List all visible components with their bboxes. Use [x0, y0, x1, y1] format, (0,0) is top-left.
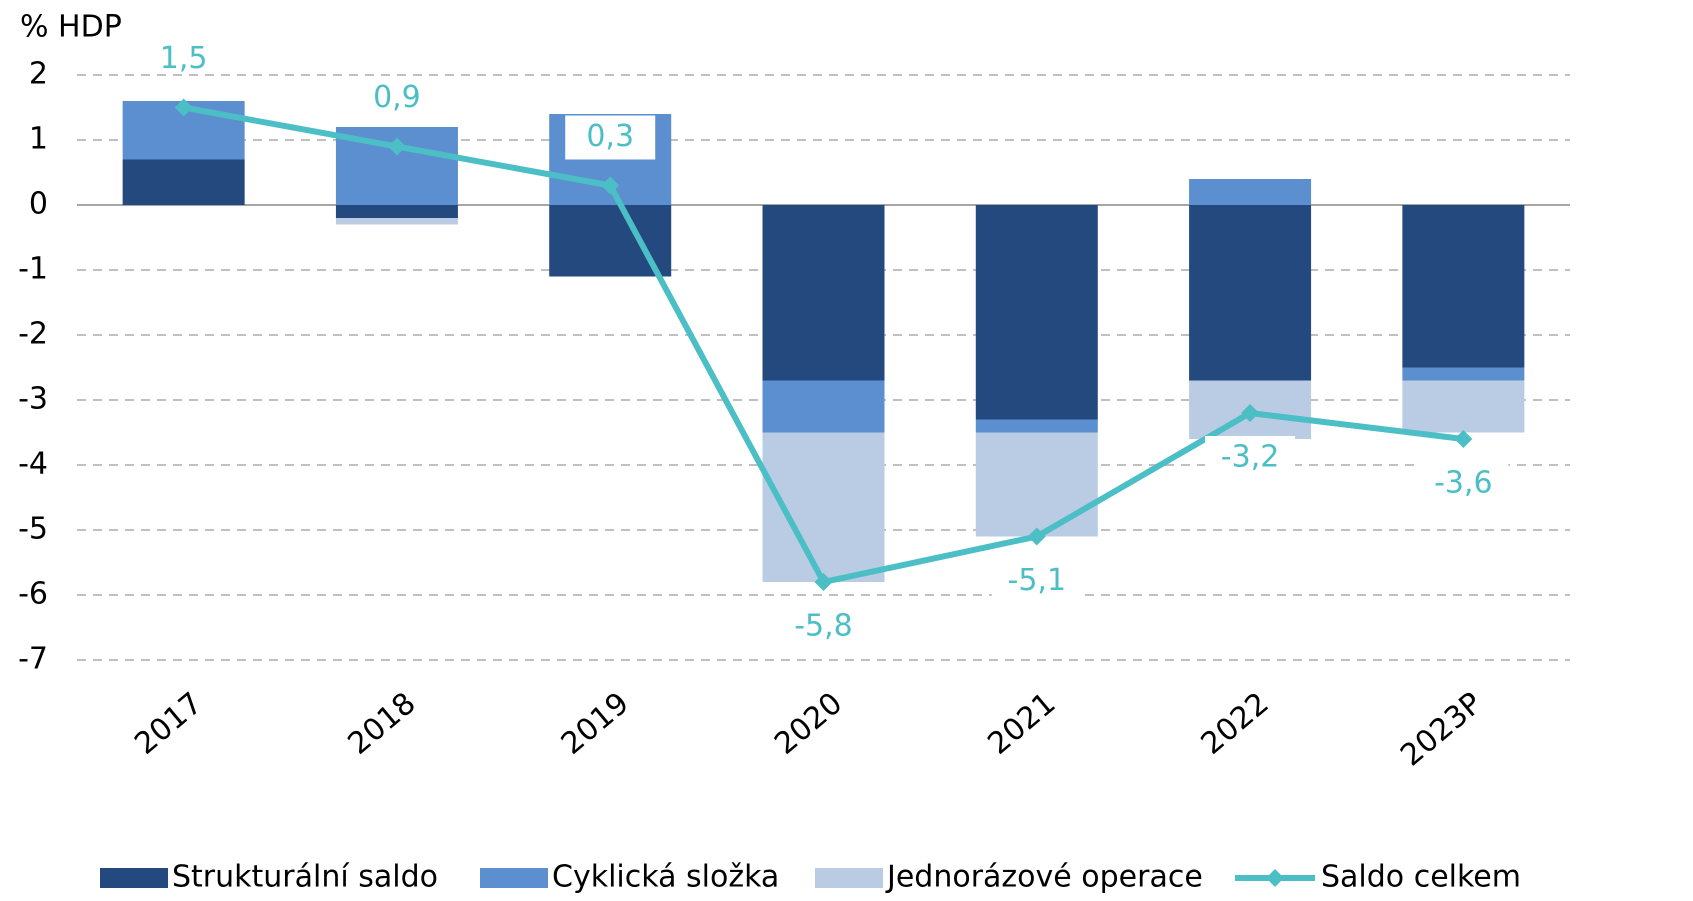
y-tick-label: -2 — [18, 317, 48, 352]
y-tick-label: -1 — [18, 252, 48, 287]
bar-segment — [975, 419, 1098, 433]
bar-segment — [762, 205, 885, 381]
label-bg — [778, 605, 869, 649]
marker — [1241, 404, 1260, 422]
bar-segment — [762, 380, 885, 433]
x-tick-label: 2018 — [342, 686, 423, 762]
y-tick-label: -7 — [18, 642, 48, 677]
label-bg — [565, 115, 656, 160]
marker — [814, 573, 833, 591]
legend-swatch — [1266, 869, 1284, 887]
bar-segment — [122, 159, 245, 205]
label-bg — [1205, 436, 1296, 480]
y-axis-label: % HDP — [20, 10, 122, 45]
label-bg — [991, 559, 1082, 604]
data-label: 0,9 — [373, 80, 421, 115]
legend-label: Cyklická složka — [552, 860, 779, 895]
label-bg — [1418, 462, 1509, 506]
y-tick-label: -3 — [18, 382, 48, 417]
data-label: -5,8 — [794, 609, 853, 644]
y-tick-label: -5 — [18, 512, 48, 547]
bar-segment — [975, 205, 1098, 420]
data-label: 0,3 — [586, 119, 634, 154]
data-label: -3,6 — [1434, 466, 1493, 501]
bar-segment — [1189, 205, 1312, 381]
x-tick-label: 2019 — [555, 686, 636, 762]
x-tick-label: 2022 — [1195, 686, 1276, 762]
marker — [174, 98, 193, 117]
x-tick-label: 2023P — [1394, 686, 1489, 774]
data-label: -3,2 — [1221, 440, 1280, 475]
x-tick-label: 2020 — [768, 686, 849, 762]
legend-swatch — [480, 868, 548, 888]
legend-swatch — [815, 868, 883, 888]
y-tick-label: -6 — [18, 577, 48, 612]
marker — [387, 137, 406, 156]
data-label: -5,1 — [1008, 563, 1067, 598]
data-label: 1,5 — [160, 41, 208, 76]
bar-segment — [1402, 205, 1525, 368]
y-tick-label: 1 — [29, 122, 48, 157]
x-tick-label: 2021 — [981, 686, 1062, 762]
marker — [601, 176, 620, 195]
marker — [1454, 430, 1473, 448]
legend-label: Strukturální saldo — [172, 860, 438, 895]
bar-segment — [1189, 179, 1312, 205]
marker — [1027, 527, 1046, 546]
x-tick-label: 2017 — [128, 686, 209, 762]
legend-label: Saldo celkem — [1321, 860, 1521, 895]
bar-segment — [1402, 380, 1525, 433]
bar-segment — [1402, 367, 1525, 381]
y-tick-label: 0 — [29, 187, 48, 222]
bar-segment — [335, 205, 458, 218]
y-tick-label: -4 — [18, 447, 48, 482]
y-tick-label: 2 — [29, 57, 48, 92]
bar-segment — [975, 432, 1098, 537]
legend-swatch — [100, 868, 168, 888]
legend-label: Jednorázové operace — [885, 860, 1203, 895]
bar-segment — [335, 218, 458, 225]
